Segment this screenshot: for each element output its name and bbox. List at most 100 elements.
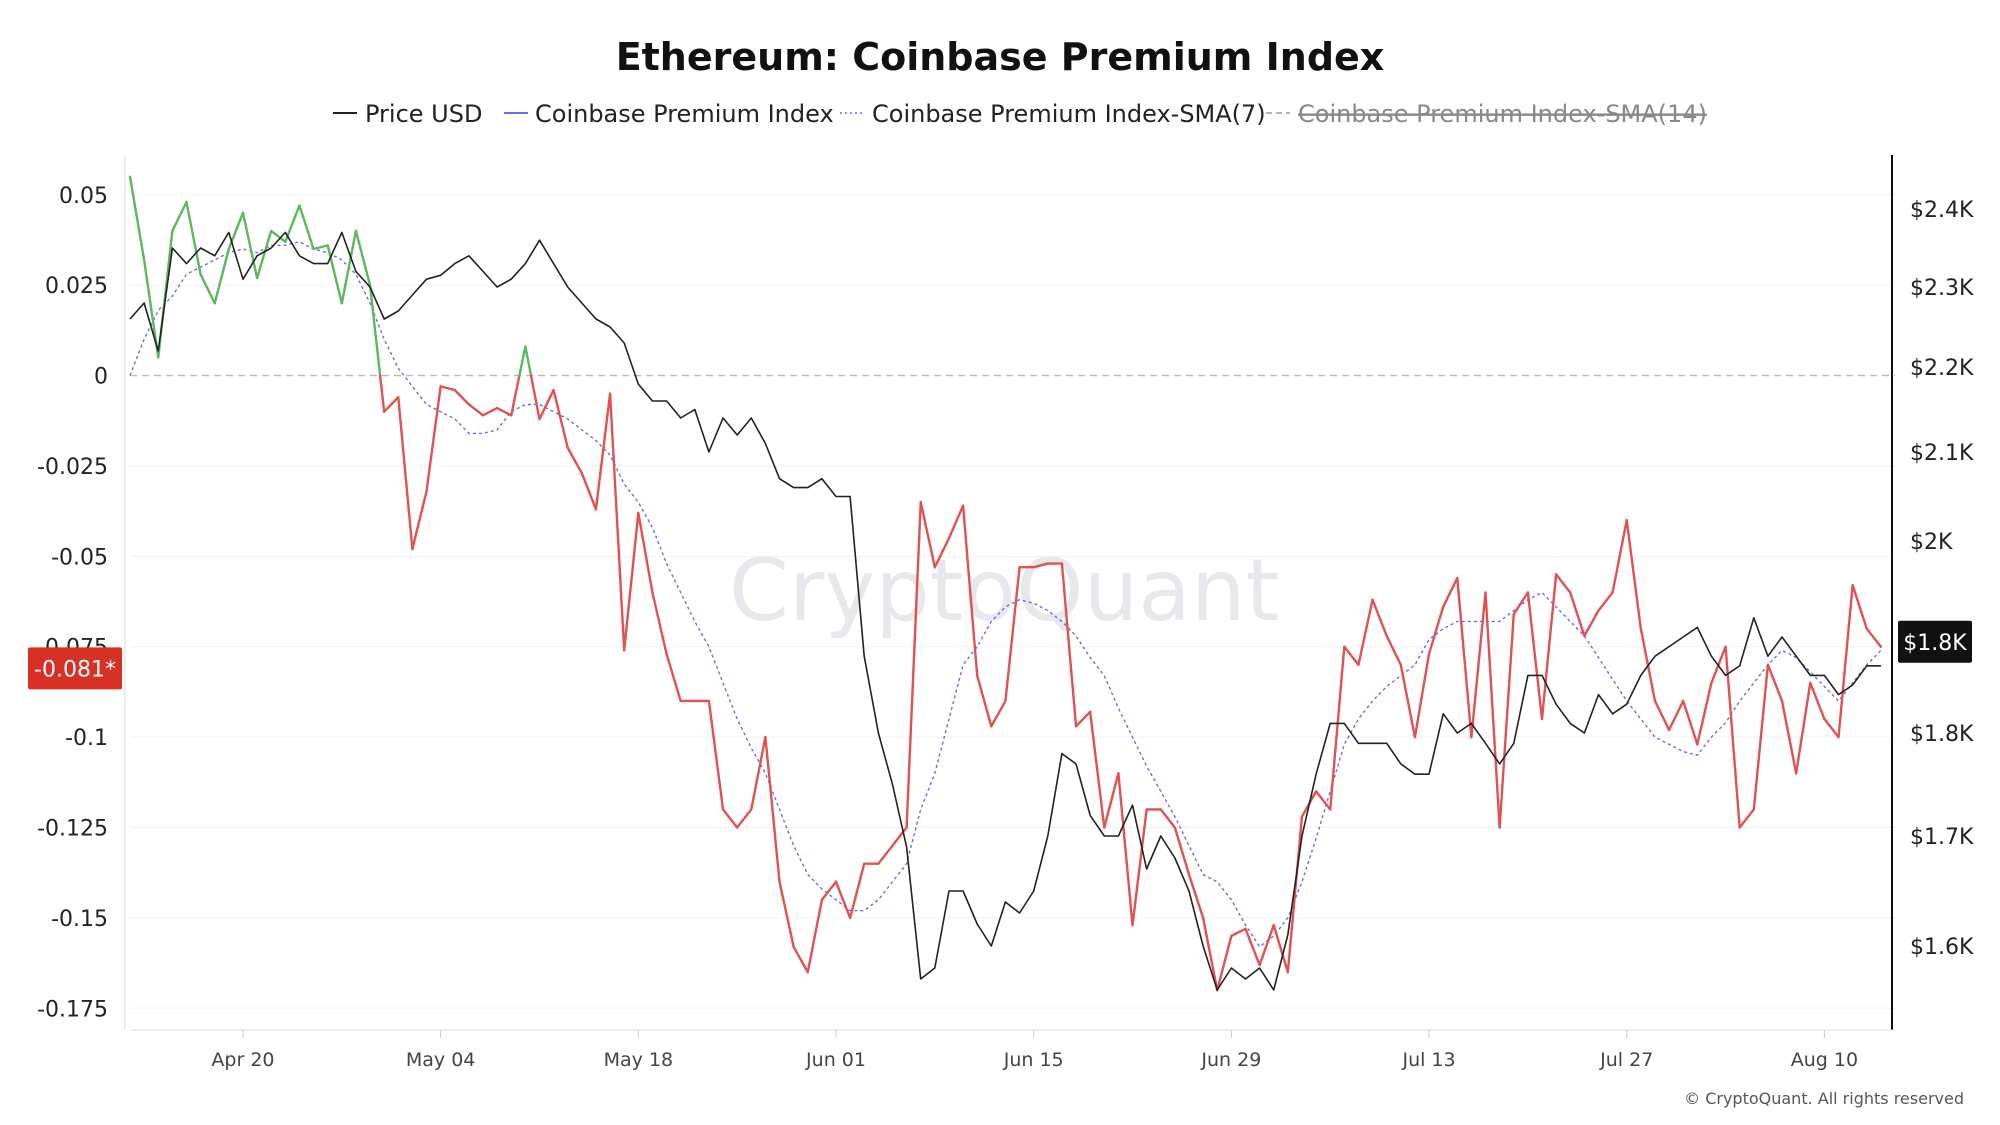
series-premium-segment [298, 204, 315, 251]
series-premium-segment [1780, 699, 1798, 775]
series-premium-segment [1456, 576, 1473, 739]
series-premium-segment [1216, 934, 1233, 992]
series-premium-segment [1413, 652, 1431, 739]
series-premium-segment [1569, 591, 1586, 638]
series-premium-segment [834, 880, 852, 920]
series-premium-segment [1088, 710, 1106, 829]
series-premium-segment [552, 388, 569, 450]
series-premium-segment [1597, 591, 1614, 612]
series-premium-segment [354, 229, 372, 287]
series-premium-segment [529, 374, 541, 421]
series-premium-segment [495, 406, 513, 417]
series-price-line [129, 231, 1881, 991]
series-premium-segment [1766, 663, 1784, 703]
series-premium-segment [1399, 663, 1417, 739]
series-premium-segment [933, 537, 951, 569]
series-premium-segment [608, 392, 626, 652]
series-premium-segment [270, 229, 287, 243]
y-right-tick-label: $1.8K [1910, 722, 1974, 747]
series-premium-segment [1004, 565, 1021, 703]
series-premium-segment [820, 880, 838, 902]
series-premium-segment [128, 175, 146, 262]
series-premium-segment [340, 229, 358, 305]
series-premium-segment [1314, 790, 1332, 811]
series-premium-segment [1681, 699, 1699, 746]
series-premium-segment [1385, 634, 1403, 667]
series-premium-segment [1441, 576, 1459, 609]
y-left-tick-label: 0 [94, 365, 108, 390]
series-premium-segment [1625, 518, 1643, 630]
series-premium-segment [1258, 923, 1275, 967]
series-premium-segment [1484, 591, 1501, 829]
series-premium-segment [1371, 598, 1388, 638]
legend-label-premium-index: Coinbase Premium Index [535, 100, 834, 128]
series-premium-segment [990, 699, 1007, 728]
y-right-tick-label: $2.4K [1910, 198, 1974, 223]
series-premium-segment [1837, 584, 1854, 739]
y-right-tick-label: $2K [1910, 530, 1953, 555]
series-premium-segment [891, 826, 908, 847]
y-left-tick-label: -0.15 [51, 907, 108, 932]
y-left-tick-label: -0.025 [37, 455, 108, 480]
legend-item-sma14[interactable]: Coinbase Premium Index-SMA(14) [1266, 100, 1707, 128]
grid [130, 194, 1895, 1009]
series-premium-segment [1187, 873, 1205, 920]
series-premium-segment [1583, 609, 1600, 638]
series-premium-segment [1794, 681, 1812, 775]
series-premium-segment [425, 385, 442, 493]
x-tick-label: Jun 01 [805, 1049, 866, 1071]
series-premium-segment [1060, 562, 1078, 728]
series-premium-segment [1611, 518, 1628, 594]
series-premium-segment [947, 504, 965, 540]
series-premium-segment [326, 244, 343, 305]
series-premium-segment [453, 388, 471, 406]
x-tick-label: Jul 27 [1599, 1049, 1653, 1071]
series-premium-segment [538, 388, 555, 421]
y-left-tick-label: 0.05 [59, 184, 108, 209]
series-premium-segment [1427, 605, 1445, 656]
series-premium-segment [1201, 916, 1219, 992]
series [128, 175, 1883, 992]
y-left-tick-label: -0.1 [65, 726, 108, 751]
series-premium-segment [735, 808, 753, 829]
y-right-tick-label: $2.3K [1910, 276, 1974, 301]
current-price-label: $1.8K [1903, 631, 1967, 656]
series-premium-segment [976, 674, 993, 728]
series-premium-segment [566, 446, 584, 475]
series-premium-segment [651, 591, 668, 656]
series-premium-segment [1470, 591, 1487, 739]
copyright: © CryptoQuant. All rights reserved [1684, 1089, 1964, 1108]
series-premium-segment [1272, 923, 1290, 974]
series-premium-segment [1328, 645, 1346, 811]
legend-label-price: Price USD [365, 100, 482, 128]
series-premium-segment [905, 500, 922, 829]
legend-item-premium-index[interactable]: Coinbase Premium Index [504, 100, 834, 128]
series-premium-segment [185, 200, 202, 276]
current-premium-badge [28, 647, 122, 690]
series-premium-segment [1074, 710, 1092, 728]
y-left-tick-label: -0.05 [51, 545, 108, 570]
series-premium-segment [1343, 645, 1360, 667]
legend-item-sma7[interactable]: Coinbase Premium Index-SMA(7) [840, 100, 1266, 128]
series-premium-segment [1117, 772, 1134, 927]
series-premium-segment [1667, 699, 1685, 732]
series-premium-segment [1286, 815, 1304, 974]
series-premium-segment [1851, 584, 1868, 630]
series-premium-segment [1159, 808, 1177, 829]
series-premium-segment [1540, 573, 1558, 721]
current-premium-label: -0.081* [34, 657, 116, 682]
chart-title: Ethereum: Coinbase Premium Index [616, 35, 1385, 79]
series-premium-segment [382, 396, 400, 413]
y-right-tick-label: $1.7K [1910, 825, 1974, 850]
series-premium-segment [623, 511, 640, 652]
series-premium-segment [213, 247, 231, 305]
series-premium-segment [919, 500, 937, 569]
series-premium-segment [368, 283, 382, 377]
y-right-tick-label: $1.6K [1910, 935, 1974, 960]
current-price-badge [1898, 620, 1972, 663]
series-premium-segment [580, 471, 598, 511]
series-premium-segment [411, 490, 428, 551]
legend-label-sma14: Coinbase Premium Index-SMA(14) [1298, 100, 1707, 128]
legend-item-price[interactable]: Price USD [333, 100, 482, 128]
series-premium-segment [1724, 645, 1741, 829]
